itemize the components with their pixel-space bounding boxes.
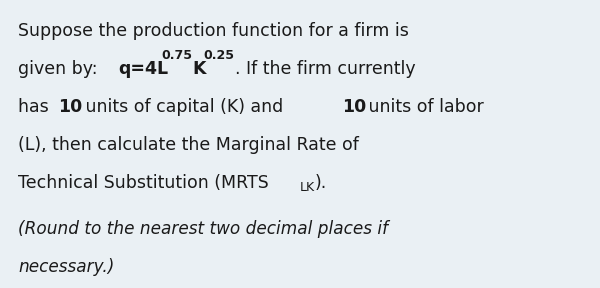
Text: ).: ). (314, 174, 326, 192)
Text: has: has (18, 98, 54, 116)
Text: K: K (193, 60, 206, 78)
Text: LK: LK (300, 181, 315, 194)
Text: Technical Substitution (MRTS: Technical Substitution (MRTS (18, 174, 269, 192)
Text: q=4L: q=4L (119, 60, 169, 78)
Text: 10: 10 (341, 98, 366, 116)
Text: (Round to the nearest two decimal places if: (Round to the nearest two decimal places… (18, 220, 388, 238)
Text: necessary.): necessary.) (18, 258, 115, 276)
Text: units of capital (K) and: units of capital (K) and (80, 98, 289, 116)
Text: given by:: given by: (18, 60, 103, 78)
Text: (L), then calculate the Marginal Rate of: (L), then calculate the Marginal Rate of (18, 136, 359, 154)
Text: 10: 10 (58, 98, 83, 116)
Text: Suppose the production function for a firm is: Suppose the production function for a fi… (18, 22, 409, 40)
Text: units of labor: units of labor (363, 98, 484, 116)
Text: 0.25: 0.25 (203, 49, 235, 62)
Text: 0.75: 0.75 (162, 49, 193, 62)
Text: . If the firm currently: . If the firm currently (235, 60, 415, 78)
